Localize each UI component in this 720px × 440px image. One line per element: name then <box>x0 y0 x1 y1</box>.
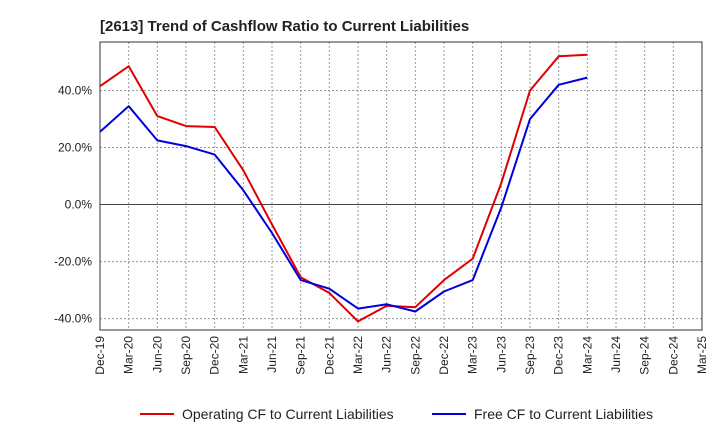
plot-area <box>100 42 702 330</box>
x-tick-label: Jun-23 <box>494 336 508 373</box>
x-tick-label: Mar-23 <box>466 336 480 374</box>
series-line-operating-cf <box>99 53 588 323</box>
legend-label-free-cf: Free CF to Current Liabilities <box>474 406 653 422</box>
y-tick-label: 0.0% <box>65 198 93 212</box>
x-tick-label: Dec-22 <box>437 336 451 375</box>
chart-title: [2613] Trend of Cashflow Ratio to Curren… <box>100 18 469 35</box>
series-lines <box>99 53 588 323</box>
x-tick-label: Jun-21 <box>265 336 279 373</box>
x-tick-label: Dec-20 <box>208 336 222 375</box>
plot-frame <box>99 41 703 331</box>
x-tick-label: Sep-24 <box>638 336 652 375</box>
x-tick-label: Sep-20 <box>179 336 193 375</box>
x-tick-label: Mar-20 <box>122 336 136 374</box>
x-tick-label: Mar-25 <box>695 336 709 374</box>
x-tick-label: Sep-23 <box>523 336 537 375</box>
x-tick-label: Sep-21 <box>294 336 308 375</box>
x-tick-label: Dec-19 <box>93 336 107 375</box>
x-tick-label: Jun-20 <box>150 336 164 373</box>
series-line-free-cf <box>99 76 588 313</box>
legend-label-operating-cf: Operating CF to Current Liabilities <box>182 406 394 422</box>
legend: Operating CF to Current Liabilities Free… <box>140 406 653 422</box>
y-axis-tick-labels: -40.0% -20.0% 0.0% 20.0% 40.0% <box>54 83 92 325</box>
x-tick-label: Mar-22 <box>351 336 365 374</box>
x-tick-label: Jun-22 <box>380 336 394 373</box>
y-tick-label: 20.0% <box>58 141 92 155</box>
x-axis-tick-labels: Dec-19 Mar-20 Jun-20 Sep-20 Dec-20 Mar-21 Jun-… <box>93 336 709 375</box>
x-tick-label: Dec-21 <box>322 336 336 375</box>
x-tick-label: Mar-24 <box>580 336 594 374</box>
x-tick-label: Jun-24 <box>609 336 623 373</box>
y-tick-label: -20.0% <box>54 255 92 269</box>
x-tick-label: Mar-21 <box>236 336 250 374</box>
x-tick-label: Dec-24 <box>666 336 680 375</box>
grid-lines <box>100 42 702 330</box>
y-tick-label: 40.0% <box>58 83 92 97</box>
y-tick-label: -40.0% <box>54 312 92 326</box>
x-tick-label: Dec-23 <box>552 336 566 375</box>
x-tick-label: Sep-22 <box>408 336 422 375</box>
